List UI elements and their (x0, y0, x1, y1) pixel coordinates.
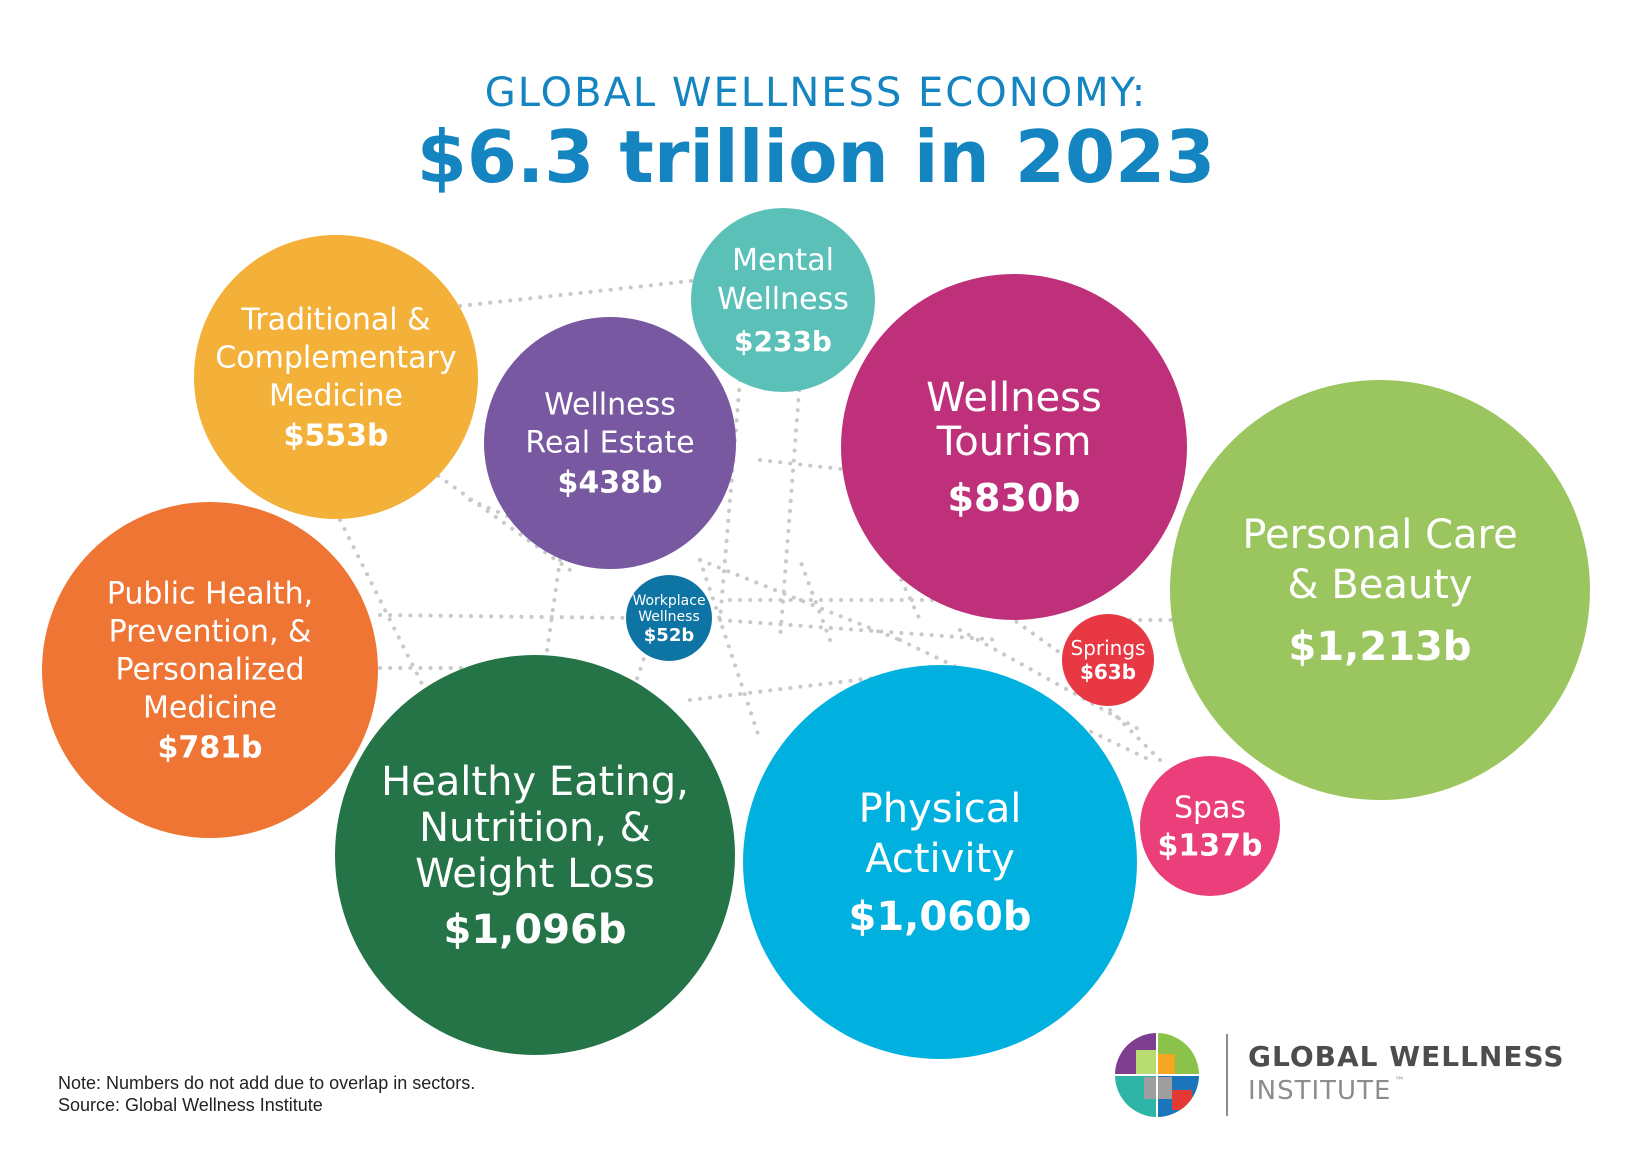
bubble-value-label: $63b (1080, 660, 1136, 684)
bubble-circle (1140, 756, 1280, 896)
bubble-label: Physical (859, 786, 1022, 832)
bubble-value-label: $830b (948, 476, 1081, 520)
bubble: Public Health,Prevention, &PersonalizedM… (42, 502, 378, 838)
bubble: Healthy Eating,Nutrition, &Weight Loss $1… (335, 655, 735, 1055)
dotted-connector (698, 558, 762, 742)
bubble: Spas$137b (1140, 756, 1280, 896)
bubble-label: Personal Care (1242, 512, 1517, 558)
bubble-value-label: $438b (558, 466, 663, 501)
bubble: Personal Care& Beauty $1,213b (1170, 380, 1590, 800)
gwi-logo-mark-icon (1115, 1033, 1199, 1117)
bubble-label: Real Estate (525, 426, 694, 461)
bubble-value-label: $52b (644, 625, 695, 646)
bubble-value-label: $1,213b (1289, 624, 1472, 670)
bubble-label: Activity (865, 836, 1015, 882)
bubble-label: Traditional & (240, 303, 430, 338)
logo-text-line1: GLOBAL WELLNESS (1248, 1040, 1565, 1073)
footnote-note: Note: Numbers do not add due to overlap … (58, 1073, 476, 1093)
bubble-label: Tourism (936, 419, 1092, 465)
dotted-connector (688, 668, 942, 702)
bubble-label: Personalized (115, 653, 304, 688)
dotted-connector (378, 613, 632, 620)
bubble-circle (484, 317, 736, 569)
bubble: Mental Wellness $233b (691, 208, 875, 392)
bubble-value-label: $233b (734, 325, 832, 358)
bubble-label: Public Health, (107, 577, 313, 612)
chart-subtitle: GLOBAL WELLNESS ECONOMY: (484, 70, 1148, 116)
dotted-connector (608, 638, 652, 762)
bubble-circle (1170, 380, 1590, 800)
bubble-label: Medicine (143, 691, 277, 726)
bubble-circle (1062, 614, 1154, 706)
dotted-connector (758, 458, 852, 472)
bubble-label: Nutrition, & (419, 805, 651, 851)
dotted-connector (998, 608, 1072, 662)
dotted-connector (778, 378, 802, 642)
bubble-value-label: $137b (1158, 829, 1263, 864)
bubble-value-label: $1,096b (444, 907, 627, 953)
bubble-value-label: $1,060b (849, 894, 1032, 940)
logo-divider (1226, 1034, 1228, 1116)
chart-title: $6.3 trillion in 2023 (416, 115, 1216, 199)
bubbles-group: Personal Care& Beauty $1,213b Healthy Eati… (42, 208, 1590, 1059)
bubble-circle (335, 655, 735, 1055)
bubble-label: Weight Loss (415, 851, 655, 897)
logo-text-line2: INSTITUTE ™ (1248, 1076, 1405, 1106)
dotted-connector (898, 638, 1152, 762)
dotted-connector (458, 278, 702, 308)
bubble-label: Spas (1174, 791, 1246, 826)
bubble-label: Medicine (269, 379, 403, 414)
logo-trademark: ™ (1394, 1076, 1406, 1087)
bubble-value-label: $553b (284, 419, 389, 454)
dotted-connector (338, 518, 432, 702)
bubble-label: Wellness (717, 282, 849, 317)
bubble-label: Complementary (215, 341, 456, 376)
dotted-connector (798, 558, 832, 642)
dotted-connector (538, 558, 562, 702)
bubble-circle (743, 665, 1137, 1059)
title-block: GLOBAL WELLNESS ECONOMY: $6.3 trillion i… (0, 70, 1632, 198)
dotted-connector (958, 628, 1142, 732)
bubble-label: Healthy Eating, (381, 759, 689, 805)
bubble-value-label: $781b (158, 731, 263, 766)
bubble-circle (194, 235, 478, 519)
bubble-label: & Beauty (1287, 562, 1472, 608)
bubble: Springs$63b (1062, 614, 1154, 706)
footnote-source: Source: Global Wellness Institute (58, 1095, 323, 1115)
bubble-circle (626, 575, 712, 661)
logo-text-institute: INSTITUTE (1248, 1076, 1392, 1106)
dotted-connector (718, 378, 742, 622)
bubble-label: Workplace (632, 593, 705, 609)
bubble-label: Prevention, & (109, 615, 312, 650)
bubble-label: Springs (1071, 636, 1146, 660)
bubble-label: Mental (732, 243, 834, 278)
dotted-connector (718, 618, 1002, 642)
gwi-logo: GLOBAL WELLNESS INSTITUTE ™ (1114, 1030, 1584, 1120)
bubble-label: Wellness (638, 609, 700, 625)
bubble-circle (42, 502, 378, 838)
bubble-circle (691, 208, 875, 392)
dotted-connector (428, 468, 572, 572)
bubble-label: Wellness (544, 388, 676, 423)
bubble-circle (841, 274, 1187, 620)
footnote: Note: Numbers do not add due to overlap … (58, 1072, 475, 1116)
bubble-label: Wellness (926, 375, 1102, 421)
